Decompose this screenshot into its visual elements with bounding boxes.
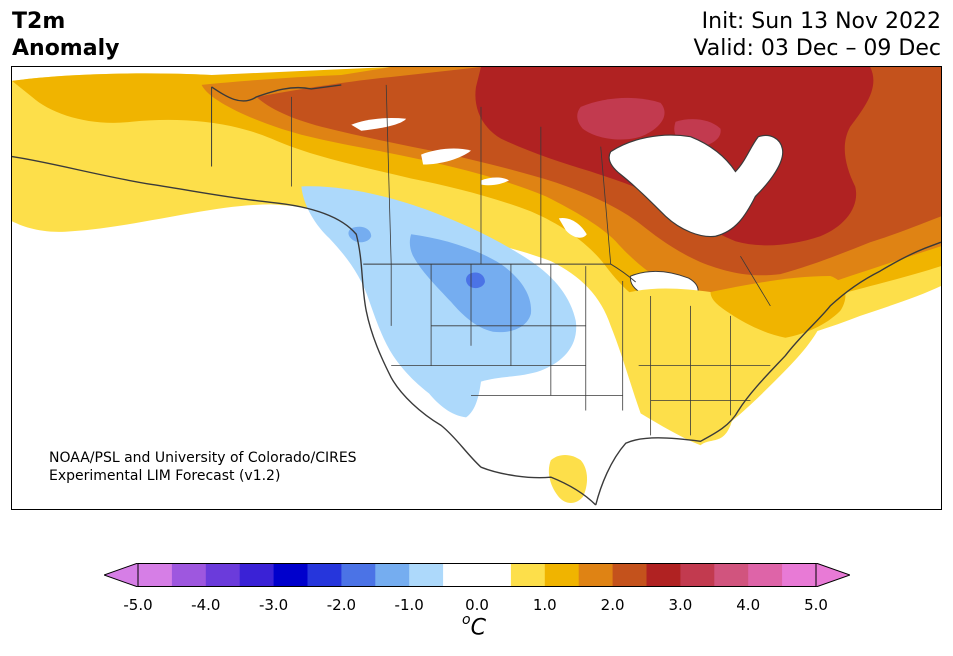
colorbar-ticks: -5.0 -4.0 -3.0 -2.0 -1.0 0.0 1.0 2.0 3.0 4.0 5.0 <box>0 596 953 616</box>
colorbar-tick-label: -3.0 <box>258 596 289 614</box>
variable-title: T2m Anomaly <box>12 8 119 62</box>
colorbar-segment <box>477 563 512 587</box>
colorbar-segment <box>307 563 342 587</box>
canada-lake-1 <box>351 118 407 131</box>
variable-title-line2: Anomaly <box>12 36 120 61</box>
colorbar-tick-label: 5.0 <box>804 596 828 614</box>
date-info: Init: Sun 13 Nov 2022 Valid: 03 Dec – 09… <box>693 8 941 62</box>
anomaly-band-ne-mid <box>710 276 846 338</box>
international-border <box>211 86 636 283</box>
init-date: Init: Sun 13 Nov 2022 <box>701 9 941 34</box>
colorbar-segment <box>409 563 444 587</box>
colorbar-segment <box>138 563 173 587</box>
anomaly-band-warm-crimson-1 <box>577 97 665 140</box>
colorbar-segment <box>273 563 308 587</box>
canada-lake-4 <box>558 218 587 238</box>
province-borders <box>290 84 771 307</box>
colorbar-tick-label: -4.0 <box>191 596 221 614</box>
colorbar-tick-label: 0.0 <box>465 596 489 614</box>
unit-superscript: o <box>462 612 471 628</box>
state-borders <box>390 264 771 436</box>
credit-text: NOAA/PSL and University of Colorado/CIRE… <box>49 449 357 485</box>
colorbar-segment <box>680 563 715 587</box>
anomaly-band-cool-light <box>301 186 577 418</box>
colorbar-tick-label: -2.0 <box>326 596 357 614</box>
credit-line-1: NOAA/PSL and University of Colorado/CIRE… <box>49 450 357 466</box>
colorbar-over-arrow <box>815 563 850 587</box>
colorbar-segment <box>578 563 614 587</box>
credit-line-2: Experimental LIM Forecast (v1.2) <box>49 468 281 484</box>
colorbar <box>104 563 850 587</box>
colorbar-segment <box>782 563 817 587</box>
colorbar-segment <box>510 563 546 587</box>
anomaly-band-cool-small <box>348 226 372 243</box>
colorbar-unit: oC <box>462 612 486 641</box>
colorbar-segment <box>171 563 207 587</box>
valid-range: Valid: 03 Dec – 09 Dec <box>693 36 941 61</box>
variable-title-line1: T2m <box>12 9 66 34</box>
colorbar-tick-label: 4.0 <box>736 596 761 614</box>
colorbar-segment <box>443 563 478 587</box>
colorbar-under-arrow <box>104 563 139 587</box>
canada-lake-2 <box>421 148 472 165</box>
hudson-bay <box>608 134 784 238</box>
canada-lake-3 <box>480 177 509 186</box>
colorbar-segment <box>239 563 275 587</box>
colorbar-segment <box>375 563 410 587</box>
colorbar-segment <box>341 563 376 587</box>
colorbar-svg <box>104 563 850 587</box>
colorbar-segment <box>714 563 749 587</box>
coastline <box>12 84 941 506</box>
colorbar-tick-label: 2.0 <box>600 596 625 614</box>
colorbar-tick-label: -1.0 <box>394 596 424 614</box>
unit-symbol: C <box>470 615 486 641</box>
colorbar-outline <box>137 563 817 587</box>
colorbar-segment <box>748 563 783 587</box>
colorbar-tick-label: 3.0 <box>668 596 693 614</box>
colorbar-segment <box>544 563 580 587</box>
map-canvas <box>12 67 941 509</box>
colorbar-segment <box>205 563 241 587</box>
colorbar-segment <box>646 563 681 587</box>
colorbar-tick-label: -5.0 <box>123 596 153 614</box>
colorbar-segment <box>612 563 647 587</box>
anomaly-map <box>11 66 942 510</box>
colorbar-tick-label: 1.0 <box>532 596 557 614</box>
